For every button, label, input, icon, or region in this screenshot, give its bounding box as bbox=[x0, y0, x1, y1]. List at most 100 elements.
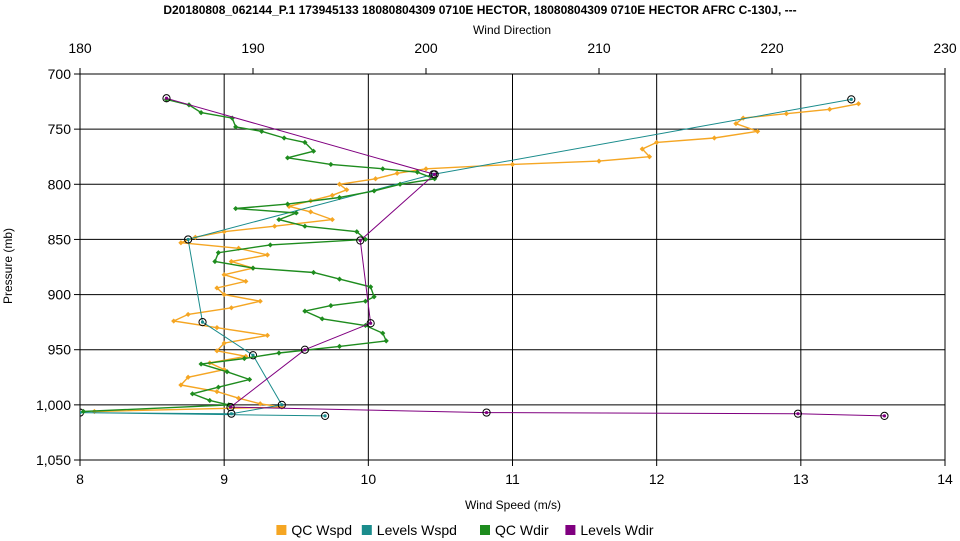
data-point bbox=[272, 223, 278, 229]
data-point bbox=[328, 303, 334, 309]
axes: 700 750 800 850 900 950 1,000 1,050 8 9 10 11 12 13 14… bbox=[36, 40, 957, 487]
data-point-center bbox=[796, 412, 800, 416]
data-point-center bbox=[186, 237, 190, 242]
data-point-center bbox=[229, 412, 233, 416]
data-point bbox=[368, 284, 374, 290]
data-point bbox=[414, 169, 420, 175]
top-tick-label: 200 bbox=[414, 40, 438, 56]
data-point bbox=[285, 155, 291, 161]
data-point bbox=[394, 170, 400, 176]
top-axis-label: Wind Direction bbox=[473, 23, 551, 37]
data-point-center bbox=[849, 97, 853, 101]
data-point bbox=[847, 95, 856, 104]
data-point bbox=[257, 401, 263, 407]
data-point bbox=[178, 382, 184, 388]
data-point bbox=[329, 216, 335, 223]
data-point bbox=[227, 409, 236, 418]
legend-swatch bbox=[361, 525, 372, 535]
top-tick-label: 230 bbox=[933, 40, 957, 56]
data-point bbox=[423, 166, 429, 172]
data-point bbox=[319, 316, 325, 322]
bottom-tick-label: 8 bbox=[76, 471, 84, 487]
legend-label: Levels Wspd bbox=[377, 522, 457, 538]
legend-item-levels-wdir: Levels Wdir bbox=[565, 522, 654, 538]
data-point bbox=[711, 135, 717, 141]
data-point bbox=[264, 332, 271, 338]
data-point bbox=[184, 235, 193, 244]
data-point-center bbox=[228, 405, 233, 409]
data-point bbox=[248, 351, 258, 360]
data-point bbox=[171, 318, 177, 324]
data-point bbox=[214, 389, 220, 395]
data-point bbox=[383, 338, 389, 344]
data-point bbox=[371, 294, 377, 300]
data-point bbox=[596, 158, 602, 164]
data-point bbox=[246, 376, 253, 383]
data-point bbox=[185, 311, 191, 318]
bottom-tick-label: 9 bbox=[220, 471, 228, 487]
data-point bbox=[267, 242, 273, 248]
data-point bbox=[336, 276, 343, 282]
data-point bbox=[178, 240, 184, 246]
legend-label: Levels Wdir bbox=[580, 522, 653, 538]
data-point bbox=[300, 345, 309, 354]
data-point bbox=[221, 366, 227, 373]
data-point-center bbox=[358, 238, 362, 243]
data-point bbox=[198, 361, 204, 367]
legend-item-levels-wspd: Levels Wspd bbox=[361, 522, 457, 538]
data-point bbox=[827, 106, 833, 112]
y-axis-label: Pressure (mb) bbox=[1, 228, 15, 304]
data-point bbox=[432, 176, 438, 182]
data-point bbox=[733, 121, 739, 127]
y-tick-label: 950 bbox=[48, 342, 72, 358]
data-point bbox=[250, 265, 256, 271]
data-point bbox=[362, 236, 369, 243]
data-point bbox=[293, 210, 299, 216]
data-point bbox=[302, 308, 308, 314]
data-point bbox=[214, 325, 220, 331]
data-point bbox=[380, 166, 386, 172]
series-line bbox=[94, 103, 859, 413]
data-point bbox=[215, 250, 221, 256]
y-tick-label: 900 bbox=[48, 287, 72, 303]
data-point bbox=[310, 269, 317, 276]
data-point bbox=[214, 348, 220, 354]
data-point bbox=[228, 305, 234, 311]
y-tick-label: 1,050 bbox=[36, 452, 71, 468]
legend-swatch bbox=[276, 525, 287, 535]
data-point bbox=[754, 128, 761, 134]
data-point bbox=[214, 285, 220, 291]
data-point bbox=[308, 209, 314, 215]
data-point bbox=[430, 170, 439, 179]
data-point bbox=[783, 111, 790, 117]
data-point bbox=[198, 318, 207, 327]
bottom-tick-label: 11 bbox=[505, 471, 520, 487]
data-point-center bbox=[164, 96, 169, 100]
data-point bbox=[226, 402, 232, 408]
data-point bbox=[366, 319, 375, 328]
data-point-center bbox=[369, 321, 373, 325]
legend-item-qc-wdir: QC Wdir bbox=[480, 522, 549, 538]
data-point bbox=[320, 411, 330, 420]
data-point bbox=[336, 343, 343, 350]
chart-title: D20180808_062144_P.1 173945133 180808043… bbox=[163, 3, 796, 17]
series-layer bbox=[80, 94, 889, 420]
legend-label: QC Wspd bbox=[291, 522, 352, 538]
y-tick-label: 750 bbox=[48, 121, 72, 137]
data-point bbox=[646, 154, 653, 160]
data-point bbox=[362, 298, 369, 304]
data-point-center bbox=[303, 348, 307, 352]
data-point bbox=[226, 402, 235, 412]
data-point bbox=[215, 384, 221, 390]
data-point bbox=[189, 391, 196, 397]
bottom-axis-label: Wind Speed (m/s) bbox=[465, 498, 561, 512]
data-point bbox=[380, 330, 386, 336]
data-point bbox=[740, 115, 746, 121]
data-point bbox=[509, 161, 516, 168]
data-point bbox=[793, 409, 803, 418]
data-point bbox=[221, 340, 227, 346]
data-point bbox=[264, 252, 271, 258]
data-point-center bbox=[251, 353, 255, 357]
data-point bbox=[233, 205, 239, 212]
